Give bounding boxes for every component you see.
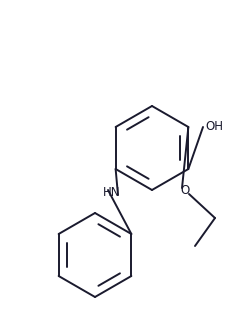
Text: O: O: [180, 184, 190, 197]
Text: HN: HN: [103, 186, 121, 200]
Text: OH: OH: [205, 121, 223, 134]
